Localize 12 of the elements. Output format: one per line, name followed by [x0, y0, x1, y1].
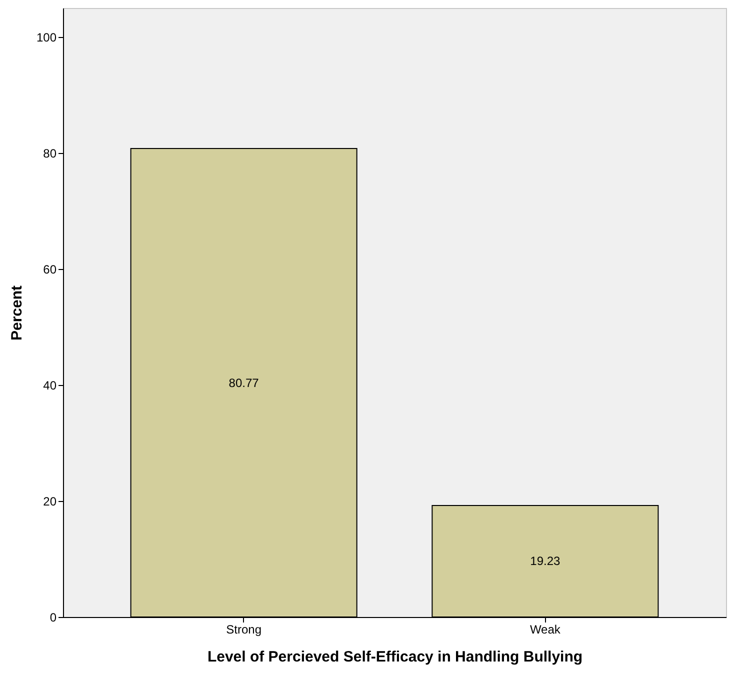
y-tick-label: 40 [43, 378, 57, 392]
y-tick-label: 20 [43, 494, 57, 508]
y-tick-label: 100 [36, 30, 57, 44]
y-axis-title: Percent [8, 285, 26, 341]
y-tick-label: 60 [43, 262, 57, 276]
x-axis-title: Level of Percieved Self-Efficacy in Handling Bullying [207, 648, 583, 666]
y-tick-label: 0 [50, 610, 57, 624]
data-label: 19.23 [530, 554, 561, 568]
x-tick-label: Strong [226, 622, 262, 636]
data-label: 80.77 [228, 376, 260, 390]
x-tick-label: Weak [530, 622, 562, 636]
y-tick-label: 80 [43, 146, 57, 160]
